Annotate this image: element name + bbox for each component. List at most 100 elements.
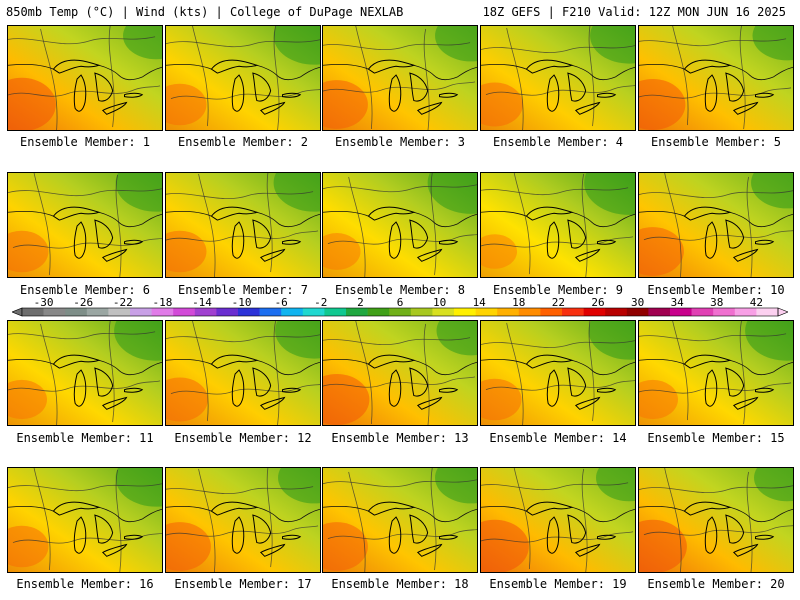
height-contour xyxy=(481,482,629,491)
ensemble-member-map xyxy=(638,467,794,573)
great-lakes-outline xyxy=(754,92,775,98)
colorbar-swatch xyxy=(238,308,260,316)
temperature-field xyxy=(481,26,635,130)
height-contour xyxy=(481,45,635,53)
colorbar-swatch xyxy=(86,308,109,316)
great-lakes-outline xyxy=(101,101,128,115)
warm-anomaly xyxy=(639,379,678,420)
colorbar-swatch xyxy=(302,308,325,316)
colorbar-tick-label: 26 xyxy=(591,296,604,309)
colorbar-swatch xyxy=(756,308,779,316)
great-lakes-outline xyxy=(367,59,416,74)
temperature-field xyxy=(8,173,162,277)
warm-anomaly xyxy=(639,78,686,130)
ensemble-member-label: Ensemble Member: 9 xyxy=(492,283,624,297)
great-lakes-outline xyxy=(416,396,443,410)
great-lakes-outline xyxy=(567,367,587,397)
great-lakes-outline xyxy=(259,543,286,557)
colorbar-swatch xyxy=(346,308,368,316)
height-contour xyxy=(348,471,366,572)
height-contour xyxy=(8,331,156,340)
height-contour xyxy=(40,28,58,130)
ensemble-member-label: Ensemble Member: 13 xyxy=(331,431,469,445)
cool-anomaly xyxy=(114,321,162,361)
great-lakes-outline xyxy=(94,219,114,249)
height-contour xyxy=(40,323,58,425)
great-lakes-outline xyxy=(210,501,259,516)
ensemble-member-label: Ensemble Member: 18 xyxy=(331,577,469,591)
ensemble-member-map xyxy=(480,25,636,131)
great-lakes-outline xyxy=(281,239,302,245)
colorbar-swatch xyxy=(518,308,541,316)
height-contour xyxy=(513,173,531,275)
colorbar-swatch xyxy=(108,308,131,316)
great-lakes-outline xyxy=(259,396,286,410)
country-border xyxy=(639,359,793,376)
height-contour xyxy=(588,26,595,127)
great-lakes-outline xyxy=(259,101,286,115)
great-lakes-outline xyxy=(409,367,429,397)
cool-anomaly xyxy=(123,26,162,60)
colorbar-tick-label: 42 xyxy=(750,296,763,309)
great-lakes-outline xyxy=(409,514,429,544)
warm-anomaly xyxy=(166,522,211,571)
ensemble-member-label: Ensemble Member: 4 xyxy=(492,135,624,149)
cool-anomaly xyxy=(275,321,320,359)
great-lakes-outline xyxy=(567,72,587,102)
height-contour xyxy=(323,42,471,51)
ensemble-member-label: Ensemble Member: 5 xyxy=(650,135,782,149)
temperature-field xyxy=(323,468,477,572)
height-contour xyxy=(8,483,162,492)
great-lakes-outline xyxy=(732,396,759,410)
cool-anomaly xyxy=(436,321,477,356)
great-lakes-outline xyxy=(281,387,302,393)
colorbar-swatch xyxy=(562,308,584,316)
colorbar-outline xyxy=(21,307,779,317)
cool-anomaly xyxy=(584,173,635,215)
height-contour xyxy=(639,38,787,47)
great-lakes-outline xyxy=(123,534,144,540)
great-lakes-outline xyxy=(123,239,144,245)
height-contour xyxy=(746,176,753,277)
colorbar-swatch xyxy=(43,308,66,316)
map-title: 850mb Temp (°C) | Wind (kts) | College o… xyxy=(6,5,404,19)
great-lakes-outline xyxy=(574,543,601,557)
height-contour xyxy=(273,26,280,130)
height-contour xyxy=(430,173,437,276)
height-contour xyxy=(323,184,477,193)
ensemble-member-map xyxy=(7,320,163,426)
colorbar-swatch xyxy=(648,308,671,316)
warm-anomaly xyxy=(8,77,56,130)
warm-anomaly xyxy=(8,230,49,273)
great-lakes-outline xyxy=(596,534,617,540)
temperature-field xyxy=(323,173,477,277)
height-contour xyxy=(430,468,437,571)
ensemble-member-label: Ensemble Member: 6 xyxy=(19,283,151,297)
ensemble-member-label: Ensemble Member: 2 xyxy=(177,135,309,149)
colorbar-tick-label: 38 xyxy=(710,296,723,309)
great-lakes-outline xyxy=(546,369,560,407)
great-lakes-outline xyxy=(525,59,574,74)
great-lakes-outline xyxy=(732,248,759,262)
height-contour xyxy=(108,321,115,423)
great-lakes-outline xyxy=(438,387,459,393)
great-lakes-outline xyxy=(94,514,114,544)
colorbar-swatch xyxy=(605,308,628,316)
cool-anomaly xyxy=(427,173,477,214)
great-lakes-outline xyxy=(73,221,87,259)
height-contour xyxy=(481,531,634,543)
great-lakes-outline xyxy=(546,516,560,554)
ensemble-member-map xyxy=(638,320,794,426)
height-contour xyxy=(423,28,430,130)
great-lakes-outline xyxy=(683,354,732,369)
great-lakes-outline xyxy=(388,74,402,112)
great-lakes-outline xyxy=(52,59,101,74)
height-contour xyxy=(506,27,524,130)
warm-anomaly xyxy=(481,378,522,421)
colorbar-tick-label: 34 xyxy=(671,296,685,309)
country-border xyxy=(639,211,793,228)
height-contour xyxy=(423,323,430,425)
colorbar-tick-label: 22 xyxy=(552,296,565,309)
height-contour xyxy=(643,525,793,536)
cool-anomaly xyxy=(588,321,635,360)
